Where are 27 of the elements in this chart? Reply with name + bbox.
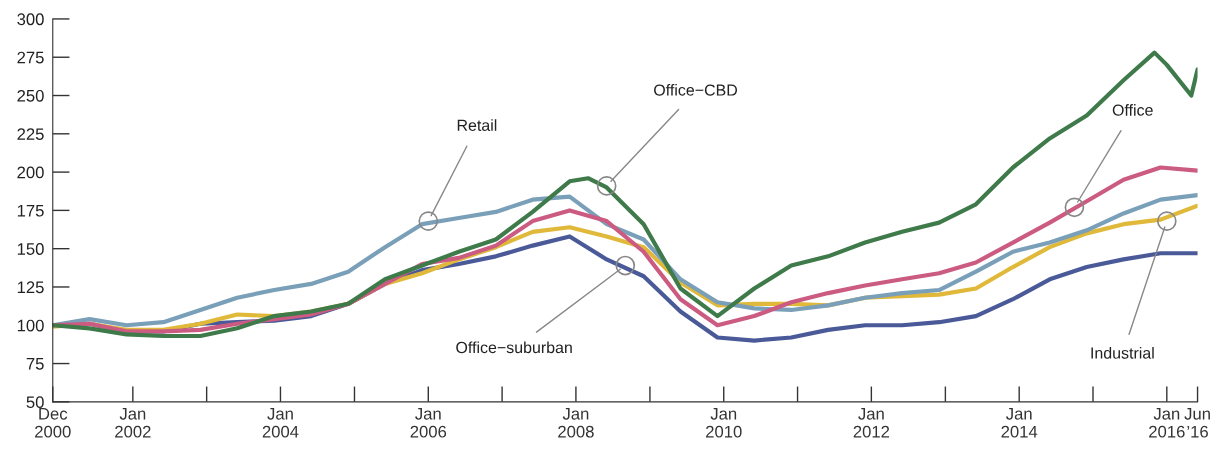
y-tick-label: 225 [17, 128, 44, 141]
annotation: Industrial [1091, 347, 1154, 359]
y-tick-label: 100 [17, 319, 44, 332]
x-tick-label: Jan 2012 [853, 408, 890, 438]
x-tick-label: Jan 2004 [262, 408, 299, 438]
x-tick-label: Jun ’16 [1184, 408, 1210, 438]
y-tick-label: 75 [26, 358, 44, 370]
x-tick-label: Jan 2006 [410, 408, 447, 438]
y-tick-label: 50 [26, 396, 44, 409]
annotation: Retail [457, 119, 497, 131]
y-tick-label: 175 [17, 204, 44, 217]
y-tick-label: 200 [17, 166, 44, 179]
annotation: Office−suburban [456, 341, 572, 354]
x-tick-label: Jan 2008 [558, 408, 594, 438]
x-tick-label: Dec 2000 [35, 408, 71, 438]
y-tick-label: 150 [17, 243, 44, 255]
x-tick-label: Jan 2016 [1149, 408, 1185, 438]
y-tick-label: 275 [17, 51, 44, 64]
x-tick-label: Jan 2002 [115, 408, 151, 438]
y-tick-label: 125 [17, 281, 44, 294]
line-series [52, 50, 1198, 339]
annotation: Office [1112, 104, 1153, 116]
annotation: Office−CBD [654, 84, 738, 96]
x-tick-label: Jan 2014 [1001, 408, 1038, 438]
y-tick-label: 300 [17, 13, 44, 26]
y-tick-label: 250 [17, 89, 44, 102]
x-tick-label: Jan 2010 [706, 408, 742, 438]
